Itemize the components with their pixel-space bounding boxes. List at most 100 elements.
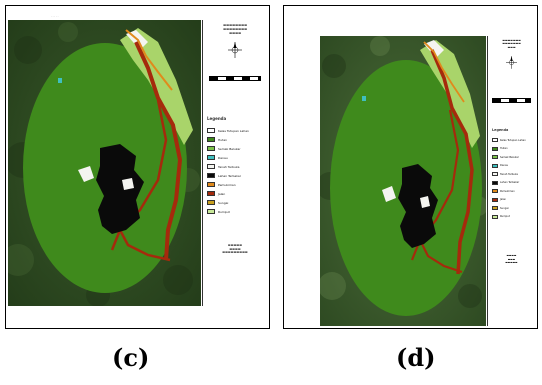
legend-swatch — [207, 128, 215, 133]
legend-item: Pemukiman — [207, 180, 265, 189]
legend-swatch — [492, 155, 498, 160]
legend-label: Semak Belukar — [218, 146, 241, 151]
legend-item: Kelas Tutupan Lahan — [207, 126, 265, 135]
settlement-road — [125, 29, 173, 91]
legend-swatch — [492, 214, 498, 219]
legend-item: Pemukiman — [492, 187, 533, 196]
legend-title: Legenda — [207, 116, 227, 121]
legend-item: Lahan Terbakar — [207, 171, 265, 180]
road-river-line — [430, 49, 474, 275]
bare-patch-2 — [420, 196, 430, 208]
land-cover-map-d — [320, 36, 486, 326]
legend-label: Lahan Terbakar — [218, 173, 242, 178]
settlement-road — [423, 41, 465, 103]
legend-item: Jalan — [492, 196, 533, 205]
legend-label: Hutan — [500, 147, 508, 151]
legend-label: Tanah Terbuka — [218, 164, 240, 169]
burned-area — [398, 164, 438, 248]
legend-item: Semak Belukar — [207, 144, 265, 153]
legend-label: Tanah Terbuka — [500, 172, 518, 176]
legend-swatch — [207, 164, 215, 169]
legend-item: Hutan — [207, 135, 265, 144]
secondary-road — [110, 99, 168, 251]
legend-swatch — [207, 182, 215, 187]
scale-bar — [492, 98, 531, 103]
legend-label: Jalan — [500, 198, 507, 202]
map-sidebar-d: ▬▬▬▬▬▬▬ ▬▬▬▬▬▬▬ ▬▬▬ Legenda Kelas Tutupan … — [487, 36, 535, 326]
legend-swatch — [207, 200, 215, 205]
caption-c: (c) — [112, 343, 150, 372]
coord-label: · · · · · — [51, 15, 59, 18]
legend-item: Lahan Terbakar — [492, 179, 533, 188]
north-arrow-icon — [506, 56, 517, 69]
legend-item: Semak Belukar — [492, 153, 533, 162]
legend-list: Kelas Tutupan Lahan Hutan Semak Belukar Dan… — [492, 136, 533, 221]
legend-label: Rumput — [500, 215, 510, 219]
legend-item: Rumput — [492, 213, 533, 222]
map-title-c: ▬▬▬▬▬▬▬▬ ▬▬▬▬▬▬▬▬ ▬▬▬▬ — [222, 23, 248, 35]
bare-patch-2 — [122, 178, 134, 190]
legend-item: Danau — [207, 153, 265, 162]
legend-swatch — [207, 191, 215, 196]
bare-patch-1 — [78, 166, 94, 182]
legend-item: Sungai — [492, 204, 533, 213]
legend-item: Sungai — [207, 198, 265, 207]
map-panel-c: · · · · · ▬▬▬▬▬▬▬▬ ▬▬▬▬▬▬▬▬ ▬▬▬▬ Legenda K… — [5, 5, 270, 329]
tertiary-road — [118, 229, 171, 262]
legend-item: Kelas Tutupan Lahan — [492, 136, 533, 145]
legend-label: Danau — [500, 164, 509, 168]
legend-swatch — [207, 146, 215, 151]
credit-block: ▬▬▬▬ ▬▬▬ ▬▬▬▬▬ — [505, 254, 518, 265]
bare-patch-1 — [382, 186, 396, 202]
legend-label: Semak Belukar — [500, 155, 519, 159]
legend-label: Jalan — [218, 191, 226, 196]
satellite-map-c — [8, 20, 201, 306]
legend-item: Tanah Terbuka — [492, 170, 533, 179]
north-arrow-icon — [228, 42, 242, 58]
legend-swatch — [492, 172, 498, 177]
legend-item: Danau — [492, 162, 533, 171]
legend-label: Sungai — [500, 206, 509, 210]
lake-patch — [58, 78, 62, 83]
legend-swatch — [492, 146, 498, 151]
burned-area — [96, 144, 144, 234]
legend-swatch — [492, 138, 498, 143]
map-panel-d: ▬▬▬▬▬▬▬ ▬▬▬▬▬▬▬ ▬▬▬ Legenda Kelas Tutupan … — [283, 5, 538, 329]
legend-label: Sungai — [218, 200, 229, 205]
legend-swatch — [492, 163, 498, 168]
legend-label: Kelas Tutupan Lahan — [500, 138, 526, 142]
legend-label: Kelas Tutupan Lahan — [218, 128, 249, 133]
tertiary-road — [419, 239, 463, 274]
legend-item: Tanah Terbuka — [207, 162, 265, 171]
legend-item: Rumput — [207, 207, 265, 216]
settlement-patch — [424, 40, 444, 58]
legend-label: Rumput — [218, 209, 230, 214]
legend-swatch — [207, 155, 215, 160]
legend-swatch — [492, 180, 498, 185]
satellite-map-d — [320, 36, 486, 326]
legend-swatch — [492, 206, 498, 211]
legend-swatch — [492, 189, 498, 194]
road-river-line — [134, 41, 183, 261]
legend-swatch — [207, 173, 215, 178]
legend-swatch — [492, 197, 498, 202]
legend-swatch — [207, 209, 215, 214]
map-title-d: ▬▬▬▬▬▬▬ ▬▬▬▬▬▬▬ ▬▬▬ — [502, 38, 521, 49]
legend-item: Hutan — [492, 145, 533, 154]
map-sidebar-c: ▬▬▬▬▬▬▬▬ ▬▬▬▬▬▬▬▬ ▬▬▬▬ Legenda Kelas Tutup… — [202, 20, 267, 306]
scale-bar — [209, 76, 261, 81]
legend-label: Danau — [218, 155, 228, 160]
legend-swatch — [207, 137, 215, 142]
legend-item: Jalan — [207, 189, 265, 198]
lake-patch — [362, 96, 366, 101]
legend-title: Legenda — [492, 128, 509, 132]
land-cover-map-c — [8, 20, 201, 306]
light-green-zone — [120, 28, 193, 145]
legend-label: Lahan Terbakar — [500, 181, 520, 185]
legend-label: Hutan — [218, 137, 228, 142]
legend-list: Kelas Tutupan Lahan Hutan Semak Belukar Dan… — [207, 126, 265, 216]
legend-label: Pemukiman — [500, 189, 515, 193]
caption-d: (d) — [396, 343, 436, 372]
legend-label: Pemukiman — [218, 182, 236, 187]
credit-block: ▬▬▬▬▬ ▬▬▬▬ ▬▬▬▬▬▬▬▬▬ — [222, 243, 248, 255]
